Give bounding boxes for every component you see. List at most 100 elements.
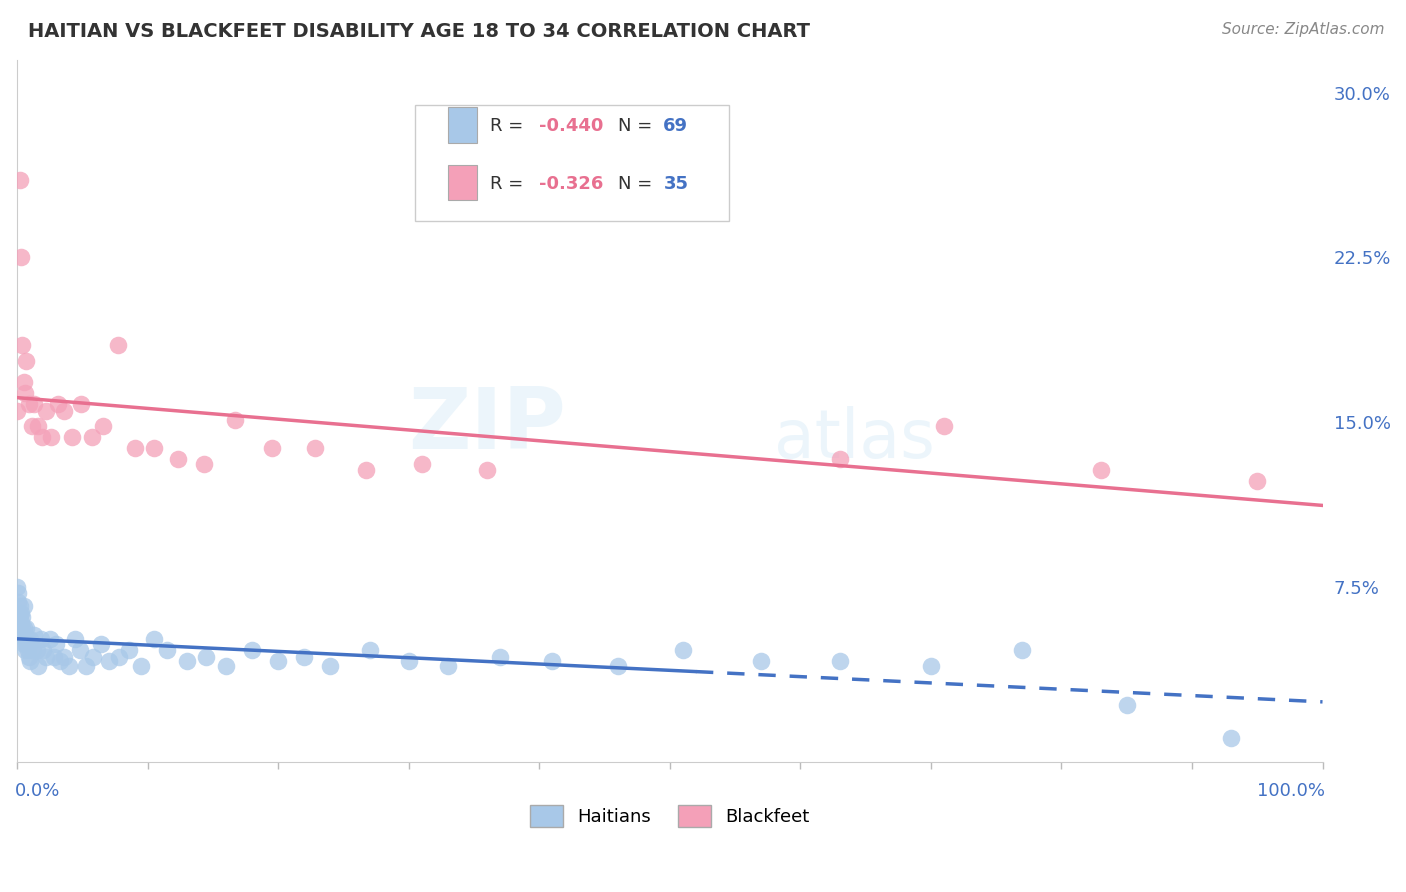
Point bbox=[13, 599, 35, 614]
Point bbox=[15, 622, 38, 636]
Point bbox=[15, 637, 38, 651]
Point bbox=[53, 650, 76, 665]
Point bbox=[411, 457, 433, 471]
Point bbox=[398, 654, 420, 668]
Point bbox=[8, 599, 31, 614]
Point bbox=[541, 654, 564, 668]
Point bbox=[193, 457, 215, 471]
Point bbox=[42, 650, 65, 665]
Point bbox=[60, 430, 83, 444]
Point bbox=[14, 632, 37, 647]
Point bbox=[97, 654, 120, 668]
Point bbox=[1115, 698, 1137, 713]
Point bbox=[7, 586, 30, 600]
Point bbox=[35, 404, 58, 418]
Point bbox=[20, 419, 42, 434]
Point bbox=[1090, 463, 1112, 477]
Point bbox=[90, 637, 112, 651]
Point bbox=[10, 630, 32, 644]
Point bbox=[20, 654, 42, 668]
Text: R =: R = bbox=[489, 118, 529, 136]
Point bbox=[70, 397, 93, 411]
Text: atlas: atlas bbox=[775, 406, 935, 472]
Point bbox=[21, 643, 44, 657]
Point bbox=[63, 632, 86, 647]
Point bbox=[53, 404, 76, 418]
Point bbox=[224, 413, 246, 427]
Text: -0.440: -0.440 bbox=[540, 118, 603, 136]
Point bbox=[11, 628, 34, 642]
Point bbox=[108, 650, 131, 665]
Point bbox=[35, 650, 58, 665]
Point bbox=[143, 632, 166, 647]
Point bbox=[91, 419, 114, 434]
Point bbox=[17, 632, 39, 647]
Point bbox=[828, 452, 851, 467]
Point bbox=[143, 442, 166, 456]
Point bbox=[30, 632, 52, 647]
Point bbox=[1220, 731, 1243, 746]
Point bbox=[10, 606, 32, 620]
Point bbox=[166, 452, 188, 467]
Point bbox=[10, 615, 32, 629]
Point bbox=[69, 643, 91, 657]
Point bbox=[13, 622, 35, 636]
Point bbox=[6, 580, 28, 594]
Point bbox=[1246, 475, 1268, 489]
Point bbox=[606, 658, 628, 673]
Point bbox=[129, 658, 152, 673]
Point bbox=[49, 654, 72, 668]
Point bbox=[1011, 643, 1033, 657]
Point bbox=[18, 637, 41, 651]
Point bbox=[18, 397, 41, 411]
Point bbox=[22, 628, 45, 642]
Point bbox=[118, 643, 141, 657]
Point bbox=[14, 643, 37, 657]
Point bbox=[124, 442, 146, 456]
Point bbox=[292, 650, 315, 665]
Point bbox=[7, 595, 30, 609]
FancyBboxPatch shape bbox=[449, 107, 477, 143]
Point bbox=[932, 419, 955, 434]
Text: -0.326: -0.326 bbox=[540, 175, 603, 193]
Text: R =: R = bbox=[489, 175, 529, 193]
Point bbox=[240, 643, 263, 657]
Point bbox=[39, 430, 62, 444]
Point bbox=[359, 643, 381, 657]
Point bbox=[17, 643, 39, 657]
Point bbox=[38, 632, 60, 647]
Point bbox=[80, 430, 103, 444]
Point bbox=[45, 637, 67, 651]
Point bbox=[437, 658, 460, 673]
Point bbox=[8, 173, 31, 187]
Point bbox=[46, 397, 69, 411]
Point bbox=[10, 250, 32, 264]
Point bbox=[8, 619, 31, 633]
Point bbox=[267, 654, 290, 668]
Text: Source: ZipAtlas.com: Source: ZipAtlas.com bbox=[1222, 22, 1385, 37]
Point bbox=[82, 650, 104, 665]
Point bbox=[27, 419, 49, 434]
Point bbox=[672, 643, 695, 657]
FancyBboxPatch shape bbox=[449, 165, 477, 200]
Text: 100.0%: 100.0% bbox=[1257, 782, 1324, 800]
Point bbox=[18, 650, 41, 665]
Text: 0.0%: 0.0% bbox=[14, 782, 60, 800]
Point bbox=[22, 397, 45, 411]
Point bbox=[156, 643, 179, 657]
Point bbox=[215, 658, 238, 673]
Point bbox=[6, 404, 28, 418]
Text: HAITIAN VS BLACKFEET DISABILITY AGE 18 TO 34 CORRELATION CHART: HAITIAN VS BLACKFEET DISABILITY AGE 18 T… bbox=[28, 22, 810, 41]
Point bbox=[20, 632, 42, 647]
Text: 69: 69 bbox=[664, 118, 689, 136]
Point bbox=[25, 643, 48, 657]
Point bbox=[304, 442, 326, 456]
Point bbox=[195, 650, 218, 665]
Point bbox=[15, 353, 38, 368]
Point bbox=[176, 654, 198, 668]
Text: ZIP: ZIP bbox=[408, 384, 565, 467]
Point bbox=[475, 463, 498, 477]
Point bbox=[354, 463, 377, 477]
Point bbox=[11, 622, 34, 636]
Point bbox=[107, 338, 129, 352]
